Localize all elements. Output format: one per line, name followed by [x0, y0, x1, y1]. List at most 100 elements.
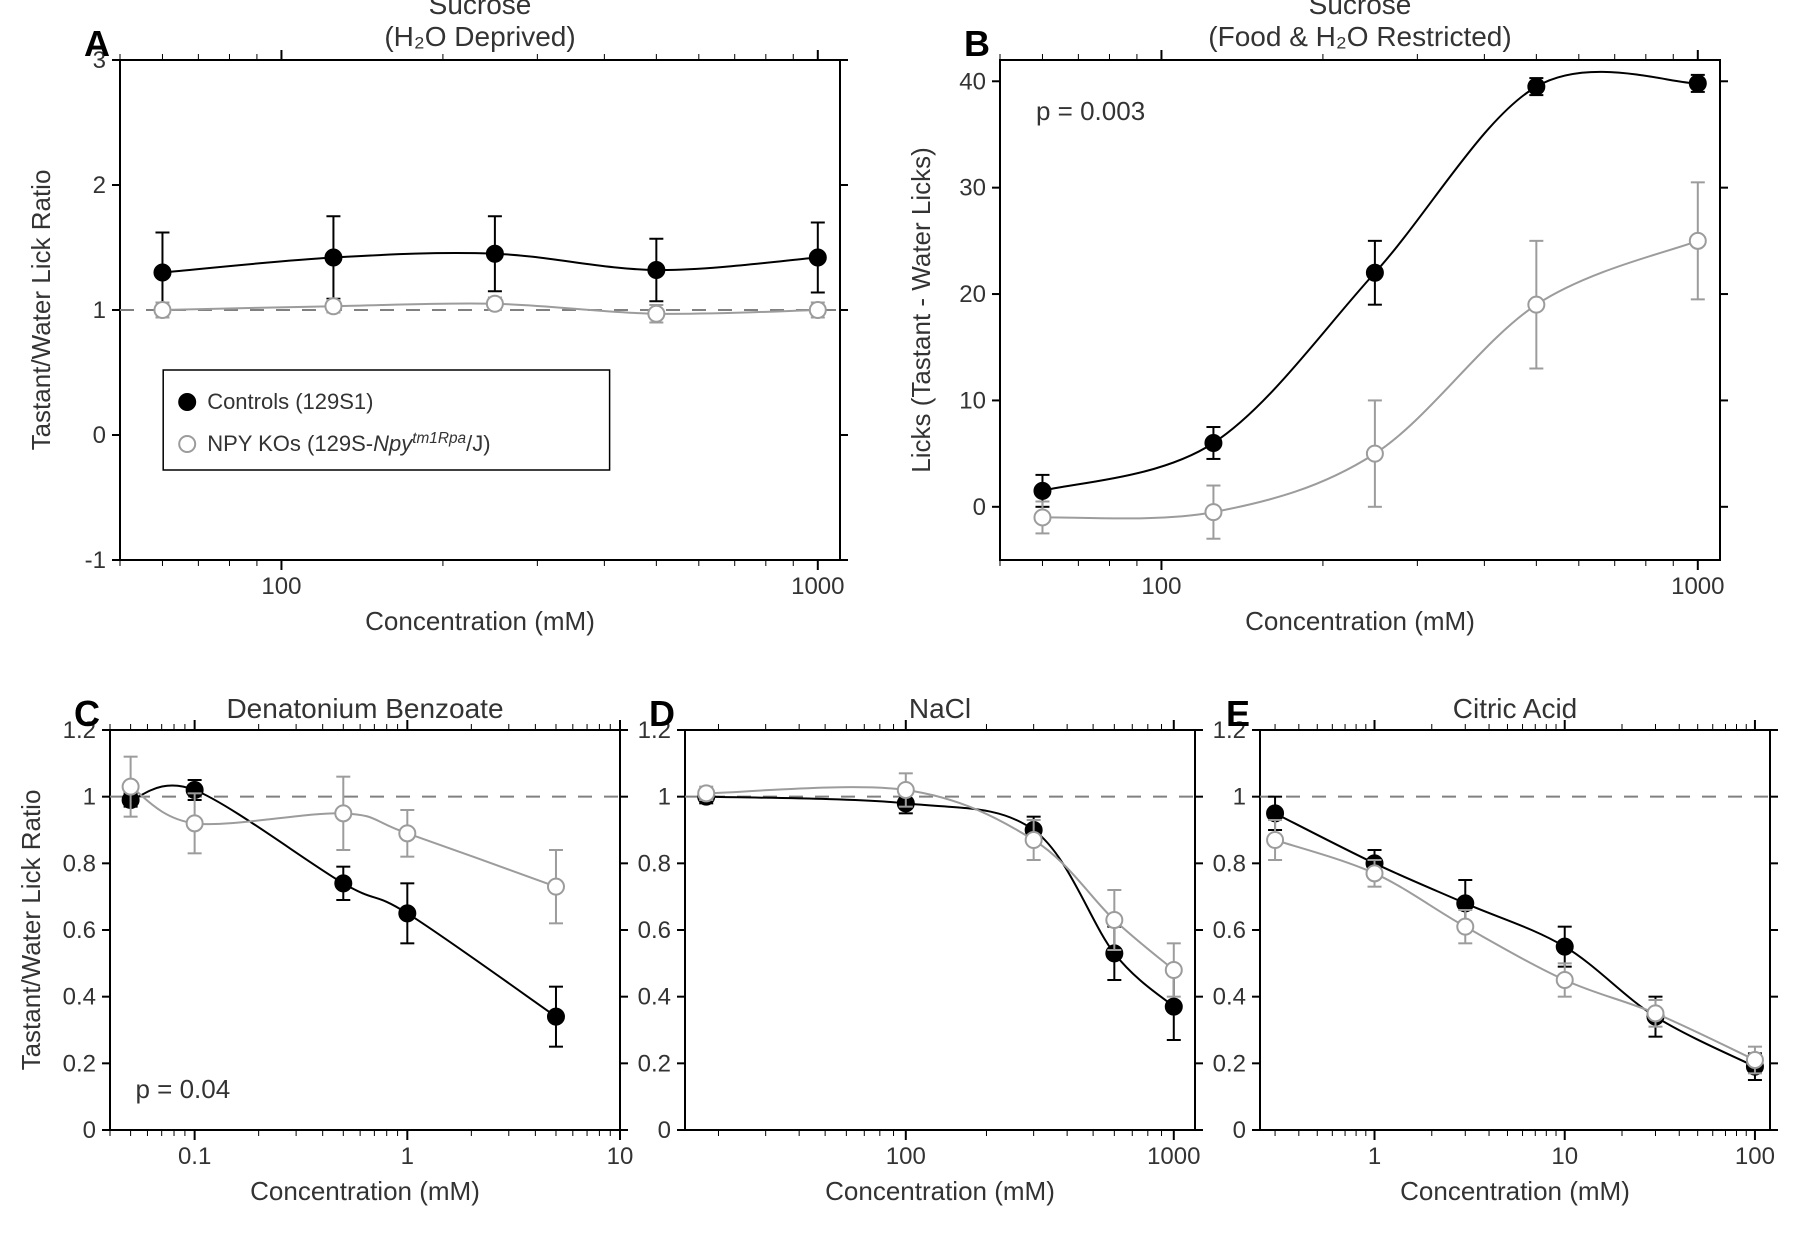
p-value: p = 0.04 — [136, 1074, 231, 1104]
data-point — [1367, 446, 1383, 462]
y-tick-label: 20 — [959, 281, 986, 308]
y-tick-label: 0.4 — [1213, 984, 1246, 1011]
panel-C: 00.20.40.60.811.20.1110Concentration (mM… — [16, 693, 633, 1206]
y-tick-label: 0.8 — [63, 850, 96, 877]
data-point — [487, 246, 503, 262]
legend-label: Controls (129S1) — [207, 389, 373, 414]
data-point — [1205, 504, 1221, 520]
figure-root: -101231001000Concentration (mM)Tastant/W… — [0, 0, 1800, 1243]
x-tick-label: 1 — [401, 1143, 414, 1170]
panel-title: Sucrose — [429, 0, 532, 20]
data-point — [1690, 75, 1706, 91]
y-tick-label: 1 — [93, 297, 106, 324]
figure-svg: -101231001000Concentration (mM)Tastant/W… — [0, 0, 1800, 1243]
data-point — [335, 805, 351, 821]
x-tick-label: 100 — [261, 573, 301, 600]
legend-marker — [179, 436, 195, 452]
y-tick-label: 0.2 — [1213, 1050, 1246, 1077]
data-point — [648, 306, 664, 322]
data-point — [1034, 509, 1050, 525]
y-tick-label: 1 — [1233, 784, 1246, 811]
panel-letter: C — [74, 693, 100, 734]
y-tick-label: 0.6 — [1213, 917, 1246, 944]
legend-marker — [179, 394, 195, 410]
x-axis-label: Concentration (mM) — [1245, 606, 1475, 636]
panel-A: -101231001000Concentration (mM)Tastant/W… — [26, 0, 848, 636]
data-point — [698, 785, 714, 801]
data-point — [810, 302, 826, 318]
y-tick-label: -1 — [85, 547, 106, 574]
data-point — [1557, 939, 1573, 955]
data-point — [1367, 865, 1383, 881]
x-tick-label: 10 — [607, 1143, 634, 1170]
plot-frame — [1000, 60, 1720, 560]
data-point — [1106, 912, 1122, 928]
data-point — [1026, 832, 1042, 848]
data-point — [1528, 79, 1544, 95]
y-tick-label: 0 — [83, 1117, 96, 1144]
x-tick-label: 100 — [886, 1143, 926, 1170]
data-point — [1528, 297, 1544, 313]
data-point — [325, 250, 341, 266]
data-point — [1457, 919, 1473, 935]
data-point — [1457, 895, 1473, 911]
panel-D: 00.20.40.60.811.21001000Concentration (m… — [638, 693, 1203, 1206]
data-point — [325, 298, 341, 314]
y-axis-label: Licks (Tastant - Water Licks) — [906, 147, 936, 473]
data-point — [1205, 435, 1221, 451]
data-point — [1557, 972, 1573, 988]
panel-title: Citric Acid — [1453, 693, 1577, 724]
x-axis-label: Concentration (mM) — [250, 1176, 480, 1206]
panel-subtitle: (H₂O Deprived) — [384, 21, 575, 52]
y-tick-label: 0.6 — [63, 917, 96, 944]
plot-frame — [1260, 730, 1770, 1130]
panel-title: NaCl — [909, 693, 971, 724]
y-tick-label: 1 — [658, 784, 671, 811]
panel-B: 0102030401001000Concentration (mM)Licks … — [906, 0, 1728, 636]
y-tick-label: 1 — [83, 784, 96, 811]
series-line — [706, 787, 1174, 970]
data-point — [1267, 805, 1283, 821]
y-tick-label: 0 — [93, 422, 106, 449]
x-tick-label: 100 — [1141, 573, 1181, 600]
data-point — [187, 815, 203, 831]
data-point — [1166, 962, 1182, 978]
x-axis-label: Concentration (mM) — [1400, 1176, 1630, 1206]
panel-letter: E — [1226, 693, 1250, 734]
data-point — [487, 296, 503, 312]
series-line — [1042, 241, 1697, 519]
x-axis-label: Concentration (mM) — [825, 1176, 1055, 1206]
x-axis-label: Concentration (mM) — [365, 606, 595, 636]
data-point — [399, 825, 415, 841]
series-line — [1275, 813, 1755, 1066]
y-tick-label: 30 — [959, 175, 986, 202]
data-point — [399, 905, 415, 921]
y-tick-label: 0.8 — [638, 850, 671, 877]
y-tick-label: 0.4 — [63, 984, 96, 1011]
data-point — [123, 779, 139, 795]
y-tick-label: 0.6 — [638, 917, 671, 944]
y-tick-label: 0 — [973, 494, 986, 521]
x-tick-label: 0.1 — [178, 1143, 211, 1170]
data-point — [1690, 233, 1706, 249]
y-tick-label: 0.2 — [638, 1050, 671, 1077]
data-point — [1367, 265, 1383, 281]
panel-E: 00.20.40.60.811.2110100Concentration (mM… — [1213, 693, 1778, 1206]
y-axis-label: Tastant/Water Lick Ratio — [26, 170, 56, 451]
y-tick-label: 0 — [658, 1117, 671, 1144]
data-point — [648, 262, 664, 278]
x-tick-label: 1 — [1368, 1143, 1381, 1170]
y-tick-label: 0.4 — [638, 984, 671, 1011]
series-line — [706, 797, 1174, 1007]
y-tick-label: 10 — [959, 387, 986, 414]
x-tick-label: 1000 — [791, 573, 844, 600]
panel-letter: A — [84, 23, 110, 64]
panel-title: Sucrose — [1309, 0, 1412, 20]
data-point — [548, 1009, 564, 1025]
data-point — [154, 265, 170, 281]
data-point — [1166, 999, 1182, 1015]
x-tick-label: 10 — [1551, 1143, 1578, 1170]
data-point — [1647, 1005, 1663, 1021]
p-value: p = 0.003 — [1036, 96, 1145, 126]
y-tick-label: 0 — [1233, 1117, 1246, 1144]
